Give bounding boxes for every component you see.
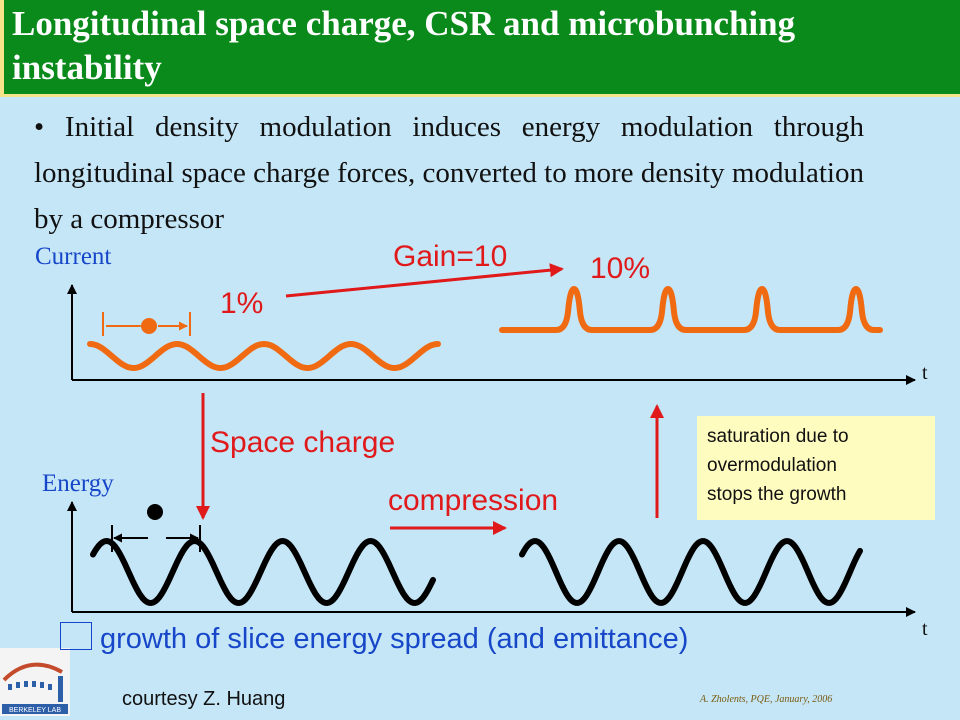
title-divider [0,94,960,97]
space-charge-label: Space charge [210,426,396,459]
gain-label: Gain=10 [393,240,508,273]
initial-modulation-label: 1% [220,287,264,320]
initial-density-wave [87,340,441,372]
implies-arrow-icon [60,622,92,650]
svg-text:BERKELEY LAB: BERKELEY LAB [9,707,61,714]
conclusion-label: growth of slice energy spread (and emitt… [100,623,689,655]
compressed-energy-wave [519,538,863,606]
saturation-note: saturation due to overmodulation stops t… [697,416,935,520]
saturation-note-line: stops the growth [707,484,847,505]
energy-wavelength-dot [147,504,163,520]
time-axis-label-top: t [922,362,928,384]
gain-arrow [285,263,564,298]
wavelength-dot [141,318,157,334]
compression-label: compression [388,484,559,517]
conclusion-text: growth of slice energy spread (and emitt… [60,622,688,656]
time-axis-label-bottom: t [922,618,928,640]
final-density-wave [499,286,883,333]
title-bar: Longitudinal space charge, CSR and micro… [0,0,960,94]
current-axis-label: Current [35,243,112,270]
berkeley-lab-logo: BERKELEY LAB [0,648,70,716]
footer-credit: A. Zholents, PQE, January, 2006 [700,694,833,705]
bullet-text: • Initial density modulation induces ene… [34,111,864,235]
final-modulation-label: 10% [590,252,651,285]
courtesy-credit: courtesy Z. Huang [122,688,286,710]
saturation-note-line: saturation due to [707,426,849,447]
energy-modulation-wave [90,537,436,607]
slide-title: Longitudinal space charge, CSR and micro… [12,4,796,87]
saturation-note-line: overmodulation [707,455,837,476]
energy-axis-label: Energy [42,470,114,497]
title-accent-strip [0,0,4,94]
